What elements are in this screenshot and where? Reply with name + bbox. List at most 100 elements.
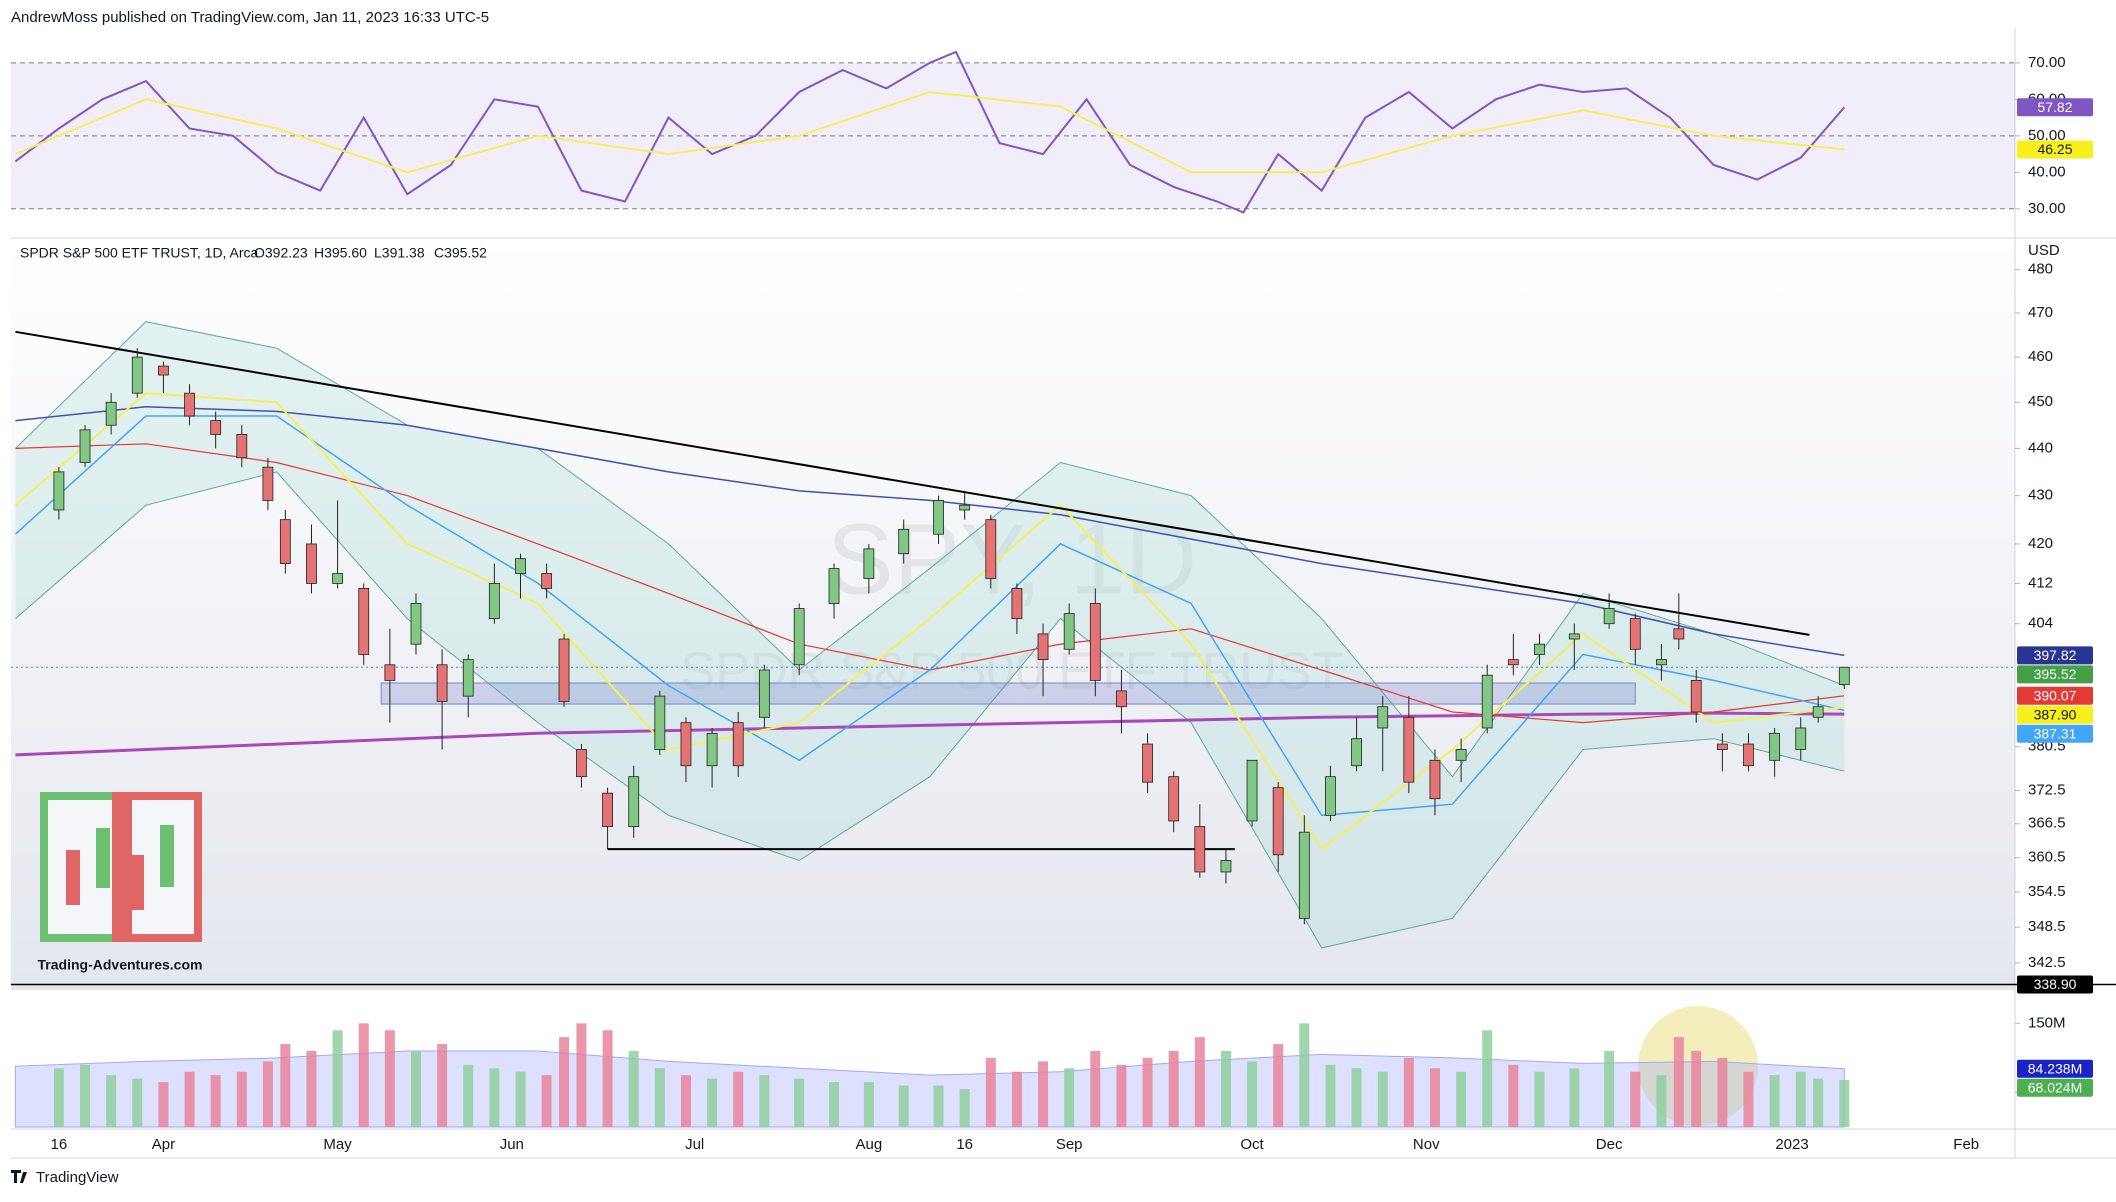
- volume-bar: [1630, 1071, 1641, 1127]
- y-tick-label: 342.5: [2028, 954, 2066, 971]
- volume-bar: [489, 1068, 500, 1127]
- candle-body: [410, 603, 422, 645]
- candle-body: [1429, 759, 1441, 800]
- rsi-line: [15, 90, 1845, 174]
- y-tick-label: 360.5: [2028, 849, 2066, 866]
- volume-bar: [1656, 1075, 1667, 1127]
- volume-bar: [106, 1075, 117, 1127]
- volume-bar: [1168, 1050, 1179, 1127]
- candle-body: [1272, 787, 1284, 856]
- y-tick-label: 460: [2028, 348, 2053, 365]
- candle-body: [384, 664, 396, 681]
- price-label-box: [2017, 98, 2093, 117]
- candle-body: [79, 429, 91, 463]
- volume-bar: [829, 1082, 840, 1127]
- ohlc-low: L391.38: [374, 245, 425, 261]
- volume-bar: [898, 1085, 909, 1127]
- price-label-box: [2017, 975, 2093, 994]
- volume-bar: [1717, 1057, 1728, 1127]
- candle-body: [959, 504, 971, 511]
- volume-bar: [1839, 1079, 1850, 1127]
- price-label-box: [2017, 724, 2093, 743]
- price-label: 338.90: [2034, 976, 2077, 992]
- volume-bar: [733, 1071, 744, 1127]
- candle-body: [1325, 776, 1336, 816]
- volume-bar: [985, 1057, 996, 1127]
- y-tick-label: 420: [2028, 535, 2053, 552]
- candle-body: [1629, 618, 1641, 650]
- volume-bar: [210, 1075, 221, 1127]
- volume-bar: [1325, 1064, 1336, 1127]
- candle-body: [462, 659, 474, 697]
- candle-body: [1603, 608, 1615, 625]
- rsi-line: [14, 50, 1846, 214]
- candle-body: [933, 500, 944, 535]
- volume-bar: [1795, 1071, 1806, 1127]
- volume-bar: [1743, 1071, 1754, 1127]
- candle-body: [436, 664, 448, 702]
- ohlc-close: C395.52: [434, 245, 487, 261]
- candle-body: [1769, 732, 1781, 761]
- x-tick-label: Jun: [500, 1136, 524, 1153]
- candle-body: [1220, 860, 1232, 873]
- candle-body: [488, 583, 500, 620]
- x-tick-label: May: [323, 1136, 352, 1153]
- volume-bar: [1090, 1050, 1101, 1127]
- legend: SPDR S&P 500 ETF TRUST, 1D, Arca O392.23…: [20, 245, 487, 261]
- candle-body: [332, 573, 343, 584]
- volume-bar: [437, 1044, 448, 1127]
- volume-bar: [515, 1071, 526, 1127]
- candle-body: [1481, 674, 1493, 729]
- y-tick-label: 404: [2028, 615, 2053, 632]
- volume-bar: [1456, 1071, 1467, 1127]
- x-tick-label: Oct: [1240, 1136, 1264, 1153]
- volume-bar: [1011, 1071, 1022, 1127]
- x-tick-label: Feb: [1953, 1136, 1979, 1153]
- volume-bar: [80, 1064, 91, 1127]
- candle-body: [628, 776, 640, 827]
- candle-body: [1795, 727, 1807, 750]
- price-label: 68.024M: [2028, 1079, 2082, 1095]
- price-label-box: [2017, 140, 2093, 159]
- volume-bar: [654, 1068, 665, 1127]
- moving-average: [15, 711, 1845, 757]
- price-label: 397.82: [2034, 647, 2077, 663]
- candle-body: [1298, 831, 1310, 919]
- ohlc-high: H395.60: [314, 245, 367, 261]
- y-tick-label: 412: [2028, 574, 2053, 591]
- volume-bar: [559, 1037, 570, 1127]
- candle-body: [654, 695, 666, 750]
- y-tick-label: 430: [2028, 487, 2053, 504]
- candle-body: [1351, 738, 1362, 767]
- volume-bar: [262, 1061, 273, 1127]
- price-label-box: [2017, 705, 2093, 724]
- volume-bar: [280, 1044, 291, 1127]
- candle-body: [1168, 776, 1180, 822]
- candle-body: [793, 608, 805, 666]
- candle-body: [515, 558, 526, 574]
- volume-bar: [1604, 1050, 1615, 1127]
- bollinger-lower: [15, 471, 1845, 949]
- volume-bar: [1194, 1037, 1205, 1127]
- y-tick-label: 354.5: [2028, 883, 2066, 900]
- candle-body: [576, 749, 587, 778]
- tv-logo: [11, 1170, 27, 1183]
- volume-bar: [1534, 1071, 1545, 1127]
- y-tick-label: 40.00: [2028, 163, 2066, 180]
- candle-body: [898, 528, 910, 555]
- volume-bar: [1569, 1068, 1580, 1127]
- volume-bar: [410, 1050, 421, 1127]
- y-tick-label: 30.00: [2028, 200, 2066, 217]
- volume-bar: [463, 1064, 474, 1127]
- candle-body: [1743, 743, 1754, 767]
- volume-bar: [759, 1075, 770, 1127]
- volume-bar: [1377, 1071, 1388, 1127]
- candle-body: [262, 466, 274, 501]
- volume-bar: [1064, 1068, 1075, 1127]
- x-tick-label: 2023: [1775, 1136, 1808, 1153]
- candle-body: [1673, 628, 1685, 640]
- volume-bar: [358, 1023, 369, 1127]
- candle-body: [1690, 679, 1702, 713]
- volume-bar: [1403, 1057, 1414, 1127]
